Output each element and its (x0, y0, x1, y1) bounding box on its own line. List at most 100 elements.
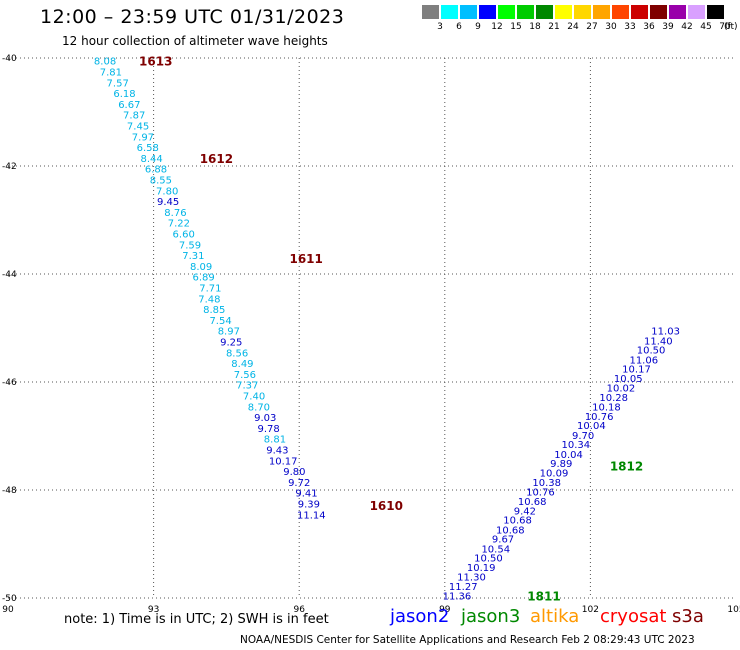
legend-swatch (707, 5, 724, 19)
legend-label: 15 (510, 22, 522, 32)
data-value: 6.60 (173, 230, 195, 241)
data-value: 10.17 (622, 365, 651, 376)
data-value: 7.22 (168, 219, 190, 230)
data-value: 7.97 (132, 132, 154, 143)
data-value: 8.44 (141, 154, 163, 165)
pass-label: 1811 (527, 589, 560, 603)
legend-cryosat: cryosat (600, 606, 667, 627)
legend-label: 18 (529, 22, 541, 32)
data-value: 9.39 (298, 500, 320, 511)
data-value: 9.80 (283, 467, 305, 478)
x-tick-label: 96 (293, 605, 305, 615)
data-value: 7.71 (199, 284, 221, 295)
data-value: 9.72 (288, 478, 310, 489)
data-value: 7.80 (156, 186, 178, 197)
data-value: 7.81 (100, 68, 122, 79)
footer-note: note: 1) Time is in UTC; 2) SWH is in fe… (64, 612, 329, 627)
data-value: 7.45 (127, 122, 149, 133)
legend-altika: altika (530, 606, 580, 627)
data-value: 10.34 (562, 440, 591, 451)
data-value: 10.09 (540, 469, 569, 480)
data-value: 9.45 (157, 197, 179, 208)
legend-label: 70 (719, 22, 731, 32)
data-value: 10.05 (614, 374, 643, 385)
data-value: 10.76 (526, 488, 555, 499)
x-tick-label: 90 (2, 605, 14, 615)
chart-subtitle: 12 hour collection of altimeter wave hei… (62, 34, 328, 48)
data-value: 10.76 (585, 412, 614, 423)
data-value: 9.03 (254, 413, 276, 424)
data-value: 9.25 (220, 338, 242, 349)
legend-label: 24 (567, 22, 579, 32)
x-tick-label: 102 (582, 605, 599, 615)
data-value: 7.87 (123, 111, 145, 122)
data-value: 7.54 (209, 316, 231, 327)
data-value: 7.48 (198, 294, 220, 305)
data-value: 10.04 (554, 450, 583, 461)
data-value: 6.58 (137, 143, 159, 154)
legend-swatch (479, 5, 496, 19)
data-value: 11.06 (629, 355, 658, 366)
y-tick-label: -40 (2, 54, 17, 64)
legend-label: 39 (662, 22, 674, 32)
data-value: 8.08 (94, 57, 116, 68)
data-value: 9.70 (572, 431, 594, 442)
legend-jason2: jason2 (390, 606, 450, 627)
legend-label: 3 (437, 22, 443, 32)
data-value: 7.31 (182, 251, 204, 262)
data-value: 10.68 (518, 497, 547, 508)
legend-label: 30 (605, 22, 617, 32)
legend-label: 6 (456, 22, 462, 32)
data-value: 10.17 (269, 456, 298, 467)
pass-label: 1812 (610, 460, 643, 474)
data-value: 9.89 (550, 459, 572, 470)
data-value: 8.09 (190, 262, 212, 273)
x-tick-label: 93 (148, 605, 159, 615)
data-value: 10.38 (532, 478, 561, 489)
legend-label: 36 (643, 22, 655, 32)
data-value: 11.27 (449, 582, 478, 593)
data-value: 10.18 (592, 402, 621, 413)
legend-unit: (ft) (724, 22, 738, 32)
data-value: 10.28 (599, 393, 628, 404)
data-value: 10.68 (496, 525, 525, 536)
x-tick-label: 99 (439, 605, 451, 615)
data-value: 7.56 (234, 370, 256, 381)
legend-swatch (441, 5, 458, 19)
legend-label: 42 (681, 22, 693, 32)
legend-jason3: jason3 (461, 606, 521, 627)
data-value: 6.88 (145, 165, 167, 176)
legend-swatch (669, 5, 686, 19)
legend-label: 45 (700, 22, 712, 32)
chart-title: 12:00 – 23:59 UTC 01/31/2023 (40, 6, 345, 28)
data-value: 8.76 (164, 208, 186, 219)
color-legend: 3 6 9 12 15 18 21 24 27 30 33 36 39 42 45 70 (ft) (422, 5, 738, 35)
data-value: 11.30 (457, 572, 486, 583)
data-value: 10.50 (474, 554, 503, 565)
legend-label: 27 (586, 22, 598, 32)
data-value: 9.67 (492, 535, 514, 546)
y-tick-label: -50 (2, 594, 17, 604)
pass-label: 1611 (289, 252, 322, 266)
data-value: 10.02 (607, 383, 636, 394)
y-tick-label: -48 (2, 486, 17, 496)
legend-swatch (593, 5, 610, 19)
legend-label: 12 (491, 22, 503, 32)
legend-swatch (517, 5, 534, 19)
data-value: 10.68 (503, 516, 532, 527)
data-value: 8.81 (264, 435, 286, 446)
legend-swatch (536, 5, 553, 19)
data-value: 11.36 (443, 591, 472, 602)
data-value: 8.55 (150, 176, 172, 187)
legend-swatch (574, 5, 591, 19)
y-tick-label: -42 (2, 162, 17, 172)
data-value: 11.03 (651, 327, 680, 338)
legend-swatch (460, 5, 477, 19)
data-value: 7.57 (107, 78, 129, 89)
data-value: 9.42 (514, 507, 536, 518)
data-value: 10.04 (577, 421, 606, 432)
pass-label: 1612 (200, 152, 233, 166)
data-value: 11.14 (297, 510, 326, 521)
legend-s3a: s3a (672, 606, 704, 627)
